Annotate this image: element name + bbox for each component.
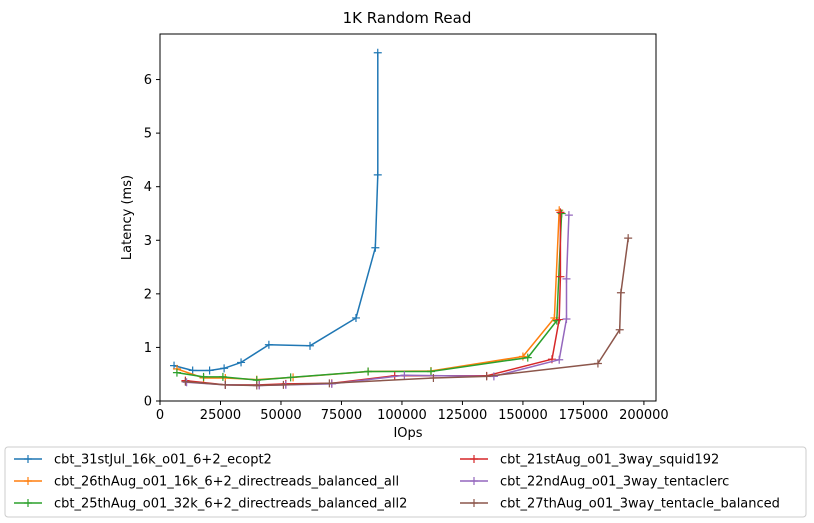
x-tick-label: 75000 xyxy=(321,408,362,423)
data-point xyxy=(593,359,602,368)
series-line xyxy=(185,238,629,387)
x-tick-label: 0 xyxy=(156,408,164,423)
series-3 xyxy=(172,209,566,385)
chart-title: 1K Random Read xyxy=(343,9,472,27)
legend-entry-4: cbt_21stAug_o01_3way_squid192 xyxy=(460,453,719,468)
data-point xyxy=(523,353,532,362)
data-point xyxy=(562,315,571,324)
y-tick-label: 0 xyxy=(144,395,152,410)
x-tick-label: 50000 xyxy=(260,408,301,423)
data-point xyxy=(371,243,380,252)
legend-label: cbt_21stAug_o01_3way_squid192 xyxy=(500,453,719,468)
data-point xyxy=(286,373,295,382)
legend-marker xyxy=(24,455,32,463)
data-point xyxy=(172,368,181,377)
data-point xyxy=(624,234,633,243)
series-line xyxy=(173,52,379,372)
data-point xyxy=(615,325,624,334)
plot-frame xyxy=(159,33,657,402)
data-point xyxy=(325,379,334,388)
series-line xyxy=(176,210,560,381)
data-point xyxy=(400,371,409,380)
y-tick-label: 3 xyxy=(144,234,152,249)
x-tick-label: 25000 xyxy=(200,408,241,423)
data-point xyxy=(616,288,625,297)
x-tick-label: 200000 xyxy=(619,408,669,423)
data-point xyxy=(279,380,288,389)
data-point xyxy=(205,366,214,375)
data-point xyxy=(221,380,230,389)
data-point xyxy=(237,358,246,367)
legend: cbt_31stJul_16k_o01_6+2_ecopt2 cbt_26thAu… xyxy=(4,446,807,518)
legend-entry-2: cbt_26thAug_o01_16k_6+2_directreads_bala… xyxy=(14,475,399,490)
data-point xyxy=(252,381,261,390)
legend-marker xyxy=(24,477,32,485)
data-point xyxy=(429,373,438,382)
data-point xyxy=(562,274,571,283)
data-point xyxy=(556,272,565,281)
series-1 xyxy=(170,48,382,375)
legend-entry-3: cbt_25thAug_o01_32k_6+2_directreads_bala… xyxy=(14,497,407,512)
data-point xyxy=(555,315,564,324)
x-tick-label: 100000 xyxy=(377,408,427,423)
legend-label: cbt_31stJul_16k_o01_6+2_ecopt2 xyxy=(54,453,272,468)
data-point xyxy=(556,208,565,217)
data-point xyxy=(264,340,273,349)
data-point xyxy=(564,211,573,220)
legend-entry-5: cbt_22ndAug_o01_3way_tentaclerc xyxy=(460,475,729,490)
y-tick-label: 6 xyxy=(144,73,152,88)
x-tick-label: 175000 xyxy=(559,408,609,423)
data-point xyxy=(351,313,360,322)
data-point xyxy=(220,364,229,373)
y-tick-label: 5 xyxy=(144,127,152,142)
legend-label: cbt_26thAug_o01_16k_6+2_directreads_bala… xyxy=(54,475,399,490)
x-tick-label: 125000 xyxy=(438,408,488,423)
data-point xyxy=(373,48,382,57)
data-point xyxy=(181,377,190,386)
data-point xyxy=(426,367,435,376)
data-point xyxy=(364,367,373,376)
data-point xyxy=(373,170,382,179)
x-axis: 0 25000 50000 75000 100000 125000 150000 175000… xyxy=(156,401,669,423)
data-point xyxy=(555,355,564,364)
data-point xyxy=(199,372,208,381)
y-axis-title: Latency (ms) xyxy=(120,175,135,260)
legend-label: cbt_22ndAug_o01_3way_tentaclerc xyxy=(500,475,729,490)
series-6 xyxy=(181,234,633,390)
legend-label: cbt_27thAug_o01_3way_tentacle_balanced xyxy=(500,497,780,512)
x-tick-label: 150000 xyxy=(498,408,548,423)
legend-entry-1: cbt_31stJul_16k_o01_6+2_ecopt2 xyxy=(14,453,272,468)
data-point xyxy=(218,372,227,381)
legend-marker xyxy=(470,499,478,507)
series-line xyxy=(176,213,563,381)
legend-marker xyxy=(24,499,32,507)
data-point xyxy=(188,366,197,375)
y-tick-label: 4 xyxy=(144,180,152,195)
y-tick-label: 2 xyxy=(144,287,152,302)
series-2 xyxy=(172,206,564,384)
legend-entry-6: cbt_27thAug_o01_3way_tentacle_balanced xyxy=(460,497,780,512)
data-point xyxy=(306,341,315,350)
data-point xyxy=(482,372,491,381)
legend-marker xyxy=(470,455,478,463)
plot-marks xyxy=(170,48,633,390)
data-point xyxy=(518,352,527,361)
x-axis-title: IOps xyxy=(393,426,422,441)
legend-marker xyxy=(470,477,478,485)
legend-box xyxy=(4,446,807,518)
data-point xyxy=(557,209,566,218)
y-axis: 0 1 2 3 4 5 6 xyxy=(144,73,160,410)
legend-label: cbt_25thAug_o01_32k_6+2_directreads_bala… xyxy=(54,497,407,512)
y-tick-label: 1 xyxy=(144,341,152,356)
